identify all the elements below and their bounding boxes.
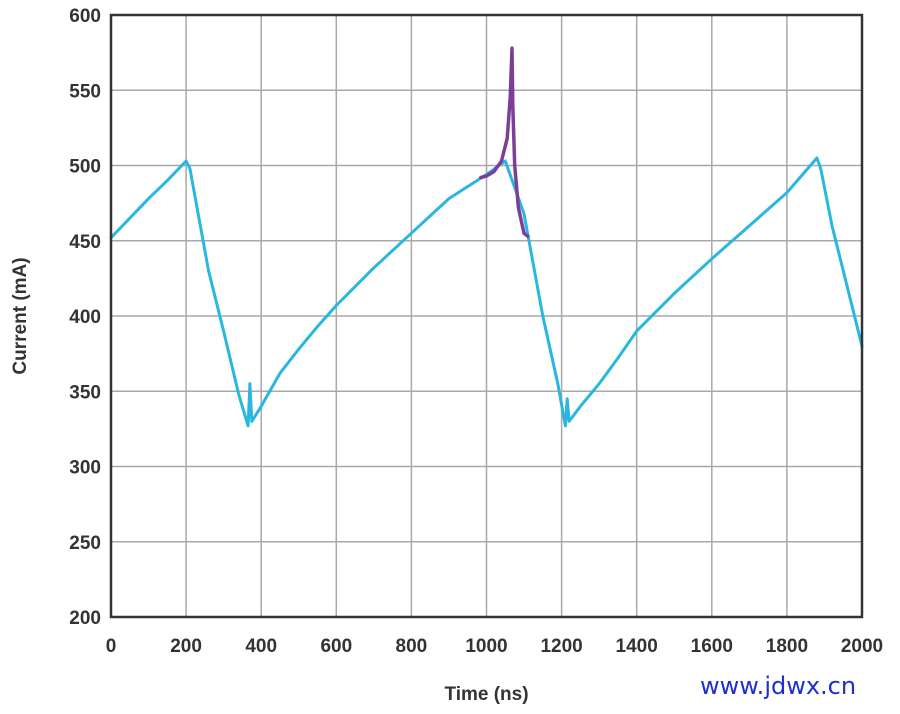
x-tick-label: 400 <box>245 636 277 657</box>
series-lines <box>109 46 864 428</box>
x-tick-labels: 0 200 400 600 800 1000 1200 1400 1600 1800 2000 <box>106 636 883 657</box>
y-tick-label: 250 <box>69 533 101 554</box>
series-line-2 <box>479 46 530 238</box>
watermark-text: www.jdwx.cn <box>700 672 857 700</box>
x-tick-label: 1600 <box>691 636 733 657</box>
y-tick-label: 450 <box>69 232 101 253</box>
x-tick-label: 800 <box>396 636 428 657</box>
y-tick-label: 600 <box>69 6 101 27</box>
y-tick-label: 550 <box>69 81 101 102</box>
x-tick-label: 200 <box>170 636 202 657</box>
x-axis-title: Time (ns) <box>444 684 528 705</box>
x-tick-label: 0 <box>106 636 117 657</box>
y-axis-title: Current (mA) <box>10 257 31 374</box>
x-tick-label: 600 <box>320 636 352 657</box>
plot-frame <box>109 13 864 619</box>
plot-grid <box>110 14 863 618</box>
x-tick-label: 1400 <box>616 636 658 657</box>
y-tick-label: 200 <box>69 608 101 629</box>
x-tick-label: 1000 <box>465 636 507 657</box>
x-tick-label: 1200 <box>540 636 582 657</box>
x-tick-label: 2000 <box>841 636 883 657</box>
y-tick-label: 400 <box>69 307 101 328</box>
y-tick-label: 500 <box>69 157 101 178</box>
y-tick-labels: 200 250 300 350 400 450 500 550 600 <box>69 6 101 629</box>
y-tick-label: 300 <box>69 458 101 479</box>
x-tick-label: 1800 <box>766 636 808 657</box>
y-tick-label: 350 <box>69 382 101 403</box>
